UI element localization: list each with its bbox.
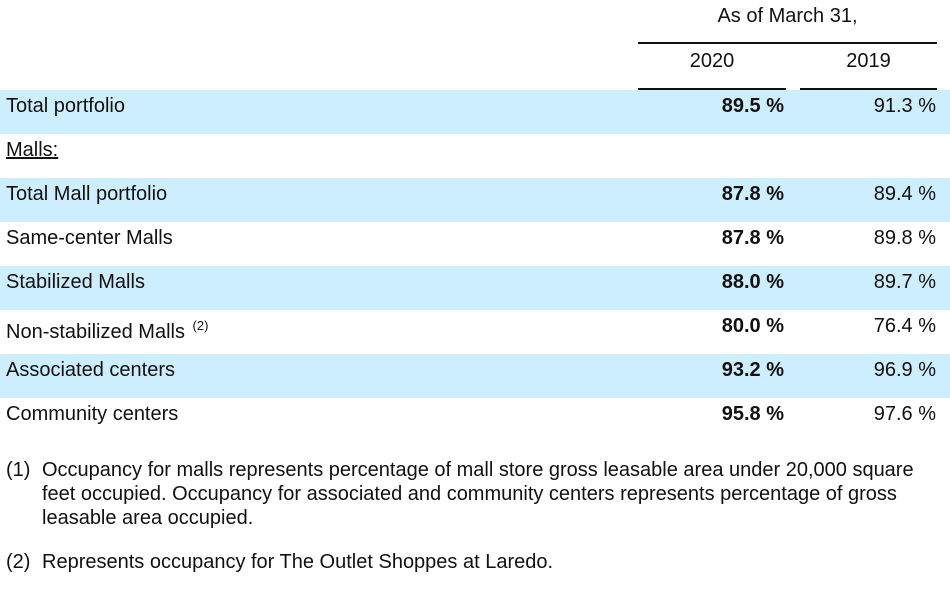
footnote-1: (1) Occupancy for malls represents perce… xyxy=(6,458,936,530)
value-2019: 91.3 % xyxy=(873,95,936,117)
row-label: Same-center Malls xyxy=(6,227,173,249)
row-label: Total portfolio xyxy=(6,95,125,117)
row-label: Associated centers xyxy=(6,359,175,381)
column-group-header: As of March 31, xyxy=(717,5,858,27)
row-label: Stabilized Malls xyxy=(6,271,145,293)
value-2020: 95.8 % xyxy=(721,403,784,425)
value-2020: 87.8 % xyxy=(721,227,784,249)
table-row-community-centers: Community centers 95.8 % 97.6 % xyxy=(0,398,950,442)
footnote-marker: (2) xyxy=(6,551,31,573)
row-label: Community centers xyxy=(6,403,179,425)
value-2020: 87.8 % xyxy=(721,183,784,205)
footnotes: (1) Occupancy for malls represents perce… xyxy=(6,458,936,574)
column-header-2019: 2019 xyxy=(846,50,891,72)
value-2020: 89.5 % xyxy=(721,95,784,117)
table-row-associated-centers: Associated centers 93.2 % 96.9 % xyxy=(0,354,950,398)
table-row-malls-heading: Malls: xyxy=(0,134,950,178)
value-2019: 96.9 % xyxy=(873,359,936,381)
value-2019: 89.4 % xyxy=(873,183,936,205)
footnote-marker: (1) xyxy=(6,459,31,481)
section-heading-malls: Malls: xyxy=(6,139,59,161)
table-row-total-portfolio: Total portfolio 89.5 % 91.3 % xyxy=(0,90,950,134)
footnote-reference: (2) xyxy=(192,318,209,333)
value-2020: 93.2 % xyxy=(721,359,784,381)
row-label: Total Mall portfolio xyxy=(6,183,168,205)
value-2020: 80.0 % xyxy=(721,315,784,337)
column-rule-2019 xyxy=(800,88,937,90)
table-row-total-mall-portfolio: Total Mall portfolio 87.8 % 89.4 % xyxy=(0,178,950,222)
value-2019: 89.8 % xyxy=(873,227,936,249)
column-header-2020: 2020 xyxy=(689,50,735,72)
row-label: Non-stabilized Malls xyxy=(6,321,185,343)
value-2020: 88.0 % xyxy=(721,271,784,293)
row-label-with-footnote: Non-stabilized Malls (2) xyxy=(6,310,208,354)
footnote-text: Occupancy for malls represents percentag… xyxy=(42,459,914,529)
table-row-non-stabilized-malls: Non-stabilized Malls (2) 80.0 % 76.4 % xyxy=(0,310,950,354)
footnote-text: Represents occupancy for The Outlet Shop… xyxy=(42,551,554,573)
footnote-2: (2) Represents occupancy for The Outlet … xyxy=(6,550,936,574)
header-rule xyxy=(638,42,937,44)
table-row-stabilized-malls: Stabilized Malls 88.0 % 89.7 % xyxy=(0,266,950,310)
table-row-same-center-malls: Same-center Malls 87.8 % 89.8 % xyxy=(0,222,950,266)
value-2019: 89.7 % xyxy=(873,271,936,293)
value-2019: 97.6 % xyxy=(873,403,936,425)
value-2019: 76.4 % xyxy=(873,315,936,337)
column-rule-2020 xyxy=(638,88,786,90)
